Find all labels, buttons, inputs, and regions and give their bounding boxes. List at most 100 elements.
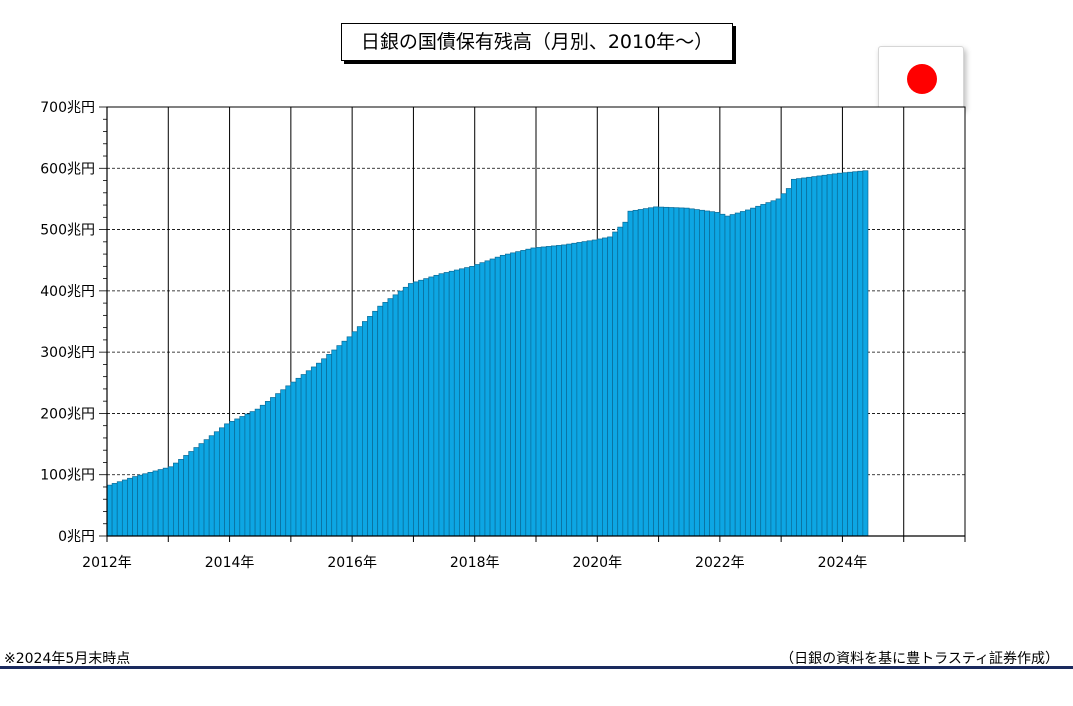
data-bar bbox=[295, 377, 302, 537]
data-bar bbox=[152, 470, 159, 537]
data-bar bbox=[162, 467, 169, 537]
data-bar bbox=[397, 290, 404, 537]
y-tick-label: 600兆円 bbox=[40, 161, 95, 177]
data-bar bbox=[540, 246, 547, 537]
data-bar bbox=[581, 241, 588, 537]
data-bar bbox=[448, 270, 455, 537]
data-bar bbox=[765, 202, 772, 537]
data-bar bbox=[356, 326, 363, 537]
data-bar bbox=[137, 474, 144, 537]
data-bar bbox=[167, 466, 174, 537]
x-tick-label: 2022年 bbox=[695, 555, 745, 571]
data-bar bbox=[259, 404, 266, 537]
data-bar bbox=[224, 423, 230, 537]
data-bar bbox=[663, 206, 670, 537]
data-bar bbox=[760, 204, 767, 537]
data-bar bbox=[428, 276, 435, 537]
data-bar bbox=[111, 483, 118, 537]
data-bar bbox=[602, 237, 608, 537]
data-bar bbox=[658, 206, 665, 537]
data-bar bbox=[423, 278, 430, 537]
x-tick-label: 2018年 bbox=[450, 555, 500, 571]
data-bar bbox=[847, 171, 853, 537]
data-bar bbox=[116, 481, 123, 537]
data-bar bbox=[729, 214, 736, 537]
data-bar bbox=[617, 226, 624, 537]
data-bar bbox=[147, 472, 154, 537]
data-bar bbox=[362, 321, 368, 537]
bar-chart: 0兆円 100兆円 200兆円 300兆円 400兆円 500兆円 600兆円 700兆円 20… bbox=[40, 100, 966, 571]
data-bar bbox=[193, 447, 200, 537]
y-tick-label: 0兆円 bbox=[58, 529, 95, 545]
data-bar bbox=[392, 294, 399, 537]
data-bar bbox=[479, 262, 486, 537]
data-bar bbox=[842, 172, 848, 537]
data-bar bbox=[816, 175, 823, 537]
x-tick-label: 2020年 bbox=[572, 555, 622, 571]
data-bar bbox=[826, 174, 833, 537]
data-bar bbox=[556, 245, 562, 537]
data-bar bbox=[699, 209, 705, 537]
y-tick-label: 500兆円 bbox=[40, 223, 95, 239]
data-bar bbox=[535, 247, 542, 537]
data-bar bbox=[642, 208, 649, 537]
data-bar bbox=[530, 247, 537, 537]
data-bar bbox=[852, 171, 859, 537]
data-bar bbox=[591, 239, 598, 537]
data-bar bbox=[382, 302, 389, 537]
data-bar bbox=[566, 243, 573, 537]
data-bar bbox=[326, 354, 333, 537]
data-bar bbox=[627, 210, 634, 537]
data-bar bbox=[438, 273, 445, 537]
y-tick-label: 400兆円 bbox=[40, 284, 95, 300]
data-bar bbox=[806, 176, 813, 537]
data-bar bbox=[469, 265, 476, 537]
data-bar bbox=[775, 198, 782, 537]
data-bar bbox=[607, 236, 613, 537]
data-bar bbox=[550, 245, 557, 537]
data-bar bbox=[346, 336, 353, 537]
data-bar bbox=[249, 411, 256, 537]
data-bar bbox=[862, 170, 869, 537]
data-bar bbox=[571, 242, 578, 537]
data-bar bbox=[106, 484, 113, 537]
data-bar bbox=[688, 208, 695, 537]
data-bar bbox=[305, 370, 312, 537]
data-bar bbox=[372, 310, 379, 537]
x-tick-label: 2012年 bbox=[82, 555, 132, 571]
data-bar bbox=[443, 272, 450, 537]
data-bar bbox=[653, 206, 659, 537]
data-bar bbox=[545, 246, 552, 537]
data-bar bbox=[331, 349, 338, 537]
data-bar bbox=[745, 209, 751, 537]
data-bar bbox=[280, 389, 287, 537]
data-bar bbox=[341, 340, 348, 537]
y-tick-label: 700兆円 bbox=[40, 100, 95, 116]
data-bar bbox=[244, 413, 251, 537]
data-bar bbox=[648, 207, 654, 537]
data-bar bbox=[188, 451, 195, 537]
data-bar bbox=[239, 416, 246, 537]
data-bar bbox=[612, 231, 619, 537]
data-bar bbox=[234, 418, 241, 537]
data-bar bbox=[704, 210, 710, 537]
data-bar bbox=[734, 212, 741, 537]
japan-flag-icon bbox=[878, 46, 964, 109]
data-bar bbox=[770, 200, 777, 537]
data-bar bbox=[407, 283, 414, 537]
data-bar bbox=[459, 268, 465, 537]
data-bar bbox=[387, 298, 394, 537]
data-bar bbox=[836, 172, 843, 537]
date-note: ※2024年5月末時点 bbox=[4, 651, 131, 667]
data-bar bbox=[796, 178, 802, 537]
data-bar bbox=[586, 240, 593, 537]
data-bar bbox=[316, 362, 322, 537]
source-note: （日銀の資料を基に豊トラスティ証券作成） bbox=[780, 651, 1059, 667]
data-bar bbox=[683, 207, 690, 537]
footer-divider bbox=[0, 666, 1073, 669]
data-bar bbox=[637, 209, 644, 537]
data-bar bbox=[275, 393, 281, 537]
data-bar bbox=[596, 238, 603, 537]
data-bar bbox=[270, 397, 276, 537]
data-bar bbox=[515, 251, 522, 537]
